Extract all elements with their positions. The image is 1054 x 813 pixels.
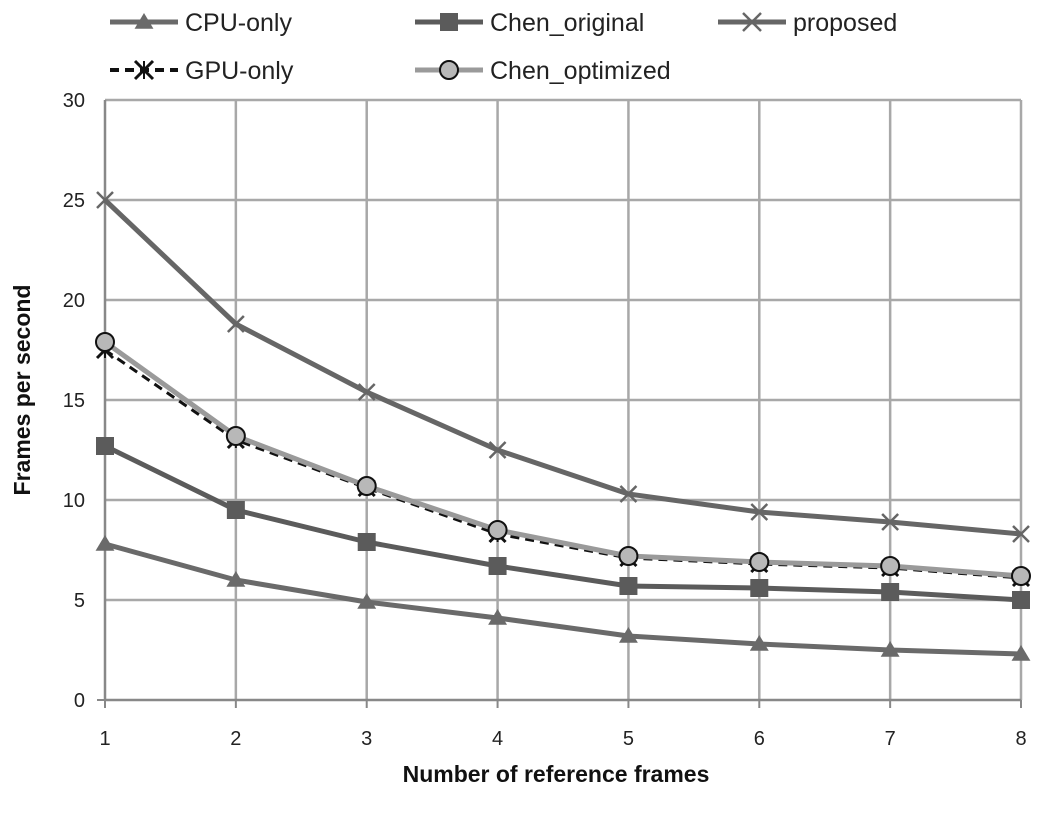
data-point-chen-optimized <box>618 546 639 566</box>
data-point-cpu-only <box>357 593 377 609</box>
data-point-chen-original <box>96 437 114 455</box>
y-tick-label: 20 <box>63 290 85 312</box>
y-tick-label: 5 <box>74 590 85 612</box>
data-point-proposed <box>226 315 245 333</box>
legend-label: GPU-only <box>185 57 294 85</box>
axes: 0 5 10 15 20 25 30 1 2 3 4 5 6 7 8 <box>63 90 1027 750</box>
data-point-cpu-only <box>95 535 115 551</box>
y-tick-label: 30 <box>63 90 85 112</box>
data-point-proposed <box>357 383 376 401</box>
series-line-chen-original <box>103 443 1022 603</box>
legend-marker <box>440 13 458 31</box>
y-tick-label: 25 <box>63 190 85 212</box>
legend-label: Chen_original <box>490 9 644 37</box>
legend-label: proposed <box>793 9 897 37</box>
legend-marker <box>133 59 155 81</box>
legend-item-proposed: proposed <box>718 9 897 37</box>
data-point-cpu-only <box>880 641 900 657</box>
data-point-chen-optimized <box>487 520 508 540</box>
data-point-cpu-only <box>749 635 769 651</box>
y-tick-label: 0 <box>74 690 85 712</box>
data-point-proposed <box>1012 525 1030 543</box>
data-point-chen-optimized <box>1011 566 1031 586</box>
legend-item-chen-original: Chen_original <box>415 9 644 37</box>
grid <box>105 98 1023 700</box>
data-point-chen-original <box>750 579 769 597</box>
data-point-cpu-only <box>618 627 638 643</box>
data-point-proposed <box>96 191 114 209</box>
x-tick-label: 6 <box>754 728 765 750</box>
data-point-chen-original <box>488 557 507 575</box>
data-point-cpu-only <box>1011 645 1031 661</box>
data-point-chen-original <box>357 533 376 551</box>
data-point-proposed <box>619 485 638 503</box>
legend-label: Chen_optimized <box>490 57 671 85</box>
data-point-proposed <box>488 441 507 459</box>
data-point-proposed <box>881 513 900 531</box>
x-tick-label: 5 <box>623 728 634 750</box>
series-line-proposed <box>103 198 1022 537</box>
data-point-chen-optimized <box>225 426 246 446</box>
data-point-chen-original <box>619 577 638 595</box>
x-tick-label: 4 <box>492 728 503 750</box>
x-tick-label: 7 <box>885 728 896 750</box>
series-layer <box>95 191 1031 661</box>
legend-marker <box>134 13 154 29</box>
data-point-chen-optimized <box>95 332 115 352</box>
legend-label: CPU-only <box>185 9 292 37</box>
series-cpu-only <box>95 535 1031 661</box>
data-point-chen-original <box>1012 591 1030 609</box>
legend-marker <box>742 12 762 32</box>
data-point-chen-original <box>226 501 245 519</box>
x-tick-label: 1 <box>99 728 110 750</box>
legend-item-chen-optimized: Chen_optimized <box>415 57 671 85</box>
data-point-proposed <box>750 503 769 521</box>
data-point-chen-original <box>881 583 900 601</box>
data-point-chen-optimized <box>749 552 770 572</box>
legend-marker <box>439 60 459 80</box>
data-point-cpu-only <box>226 571 246 587</box>
series-proposed <box>96 191 1030 543</box>
series-chen-original <box>96 437 1030 609</box>
data-point-chen-optimized <box>356 476 377 496</box>
y-tick-label: 15 <box>63 390 85 412</box>
y-axis-title: Frames per second <box>9 285 35 496</box>
series-line-chen-optimized <box>103 339 1022 579</box>
data-point-cpu-only <box>488 609 508 625</box>
series-chen-optimized <box>95 332 1031 586</box>
y-tick-label: 10 <box>63 490 85 512</box>
series-line-cpu-only <box>104 541 1022 657</box>
legend: CPU-only Chen_original proposed GPU-only Che… <box>110 9 897 85</box>
data-point-chen-optimized <box>880 556 901 576</box>
x-tick-label: 8 <box>1015 728 1026 750</box>
legend-item-gpu-only: GPU-only <box>110 57 294 85</box>
x-tick-label: 3 <box>361 728 372 750</box>
x-axis-title: Number of reference frames <box>403 761 710 787</box>
legend-item-cpu-only: CPU-only <box>110 9 292 37</box>
x-tick-label: 2 <box>230 728 241 750</box>
